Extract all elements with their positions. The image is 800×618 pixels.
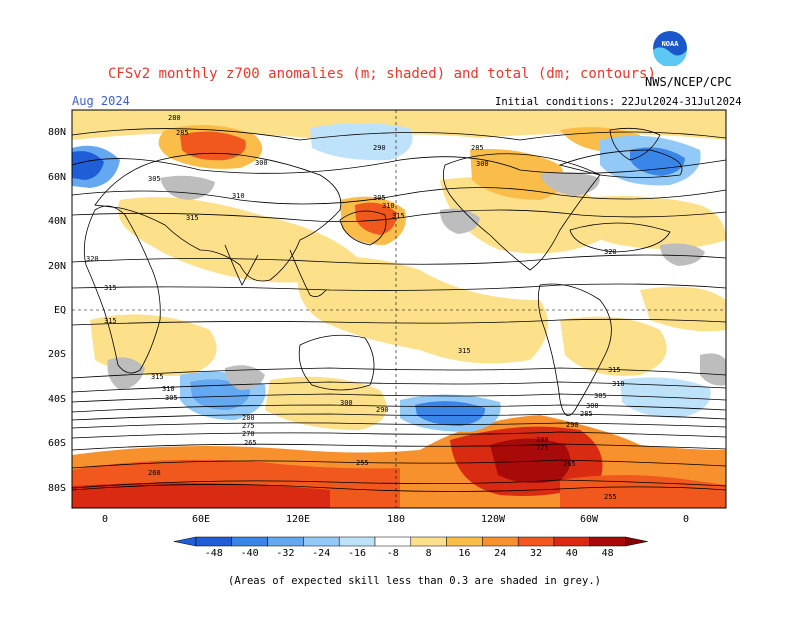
contour-label: 315: [392, 212, 405, 220]
colorbar-swatch: [267, 536, 304, 547]
colorbar-swatch: [446, 536, 483, 547]
colorbar-tick-label: 48: [602, 548, 614, 559]
colorbar-swatch: [338, 536, 376, 547]
lat-tick-label: 80S: [48, 483, 66, 494]
colorbar-tick-label: 32: [530, 548, 542, 559]
colorbar-tick-label: 16: [458, 548, 470, 559]
contour-label: 320: [604, 248, 617, 256]
latitude-axis: 80N 60N 40N 20N EQ 20S 40S 60S 80S: [48, 127, 66, 494]
contour-label: 300: [340, 399, 353, 407]
contour-label: 315: [186, 214, 199, 222]
contour-label: 315: [608, 366, 621, 374]
colorbar-swatch: [410, 536, 447, 547]
contour-label: 280: [168, 114, 181, 122]
contour-label: 305: [165, 394, 178, 402]
map-panel: 280 285 300 305 310 315 320 290 285 300 …: [72, 110, 726, 508]
contour-label: 265: [244, 439, 257, 447]
lat-tick-label: 20S: [48, 349, 66, 360]
skill-footnote: (Areas of expected skill less than 0.3 a…: [228, 575, 601, 587]
contour-label: 300: [586, 402, 599, 410]
contour-label: 280: [242, 414, 255, 422]
chart-title: CFSv2 monthly z700 anomalies (m; shaded)…: [108, 66, 656, 82]
colorbar-right-arrow: [625, 536, 648, 547]
colorbar-swatch: [553, 536, 591, 547]
contour-label: 255: [356, 459, 369, 467]
contour-label: 275: [242, 422, 255, 430]
contour-label: 305: [373, 194, 386, 202]
contour-label: 285: [580, 410, 593, 418]
contour-label: 285: [176, 129, 189, 137]
colorbar-swatch: [231, 536, 268, 547]
lon-tick-label: 120E: [286, 514, 310, 525]
map-frame: [71, 109, 727, 509]
lat-tick-label: 60N: [48, 172, 66, 183]
colorbar-tick-label: 40: [566, 548, 578, 559]
contour-label: 255: [604, 493, 617, 501]
colorbar-tick-label: 24: [494, 548, 506, 559]
lon-tick-label: 180: [387, 514, 405, 525]
contour-label: 270: [242, 430, 255, 438]
colorbar-tick-label: 8: [426, 548, 432, 559]
height-contours: [72, 128, 726, 489]
contour-label: 310: [162, 385, 175, 393]
contour-label: 315: [151, 373, 164, 381]
colorbar-swatch: [482, 536, 519, 547]
colorbar-tick-label: -48: [205, 548, 223, 559]
lat-tick-label: 60S: [48, 438, 66, 449]
contour-label: 260: [148, 469, 161, 477]
contour-label-group: 280 285 300 305 310 315 320 290 285 300 …: [86, 114, 625, 501]
colorbar-swatch: [517, 536, 555, 547]
lat-tick-label: 80N: [48, 127, 66, 138]
contour-label: 290: [373, 144, 386, 152]
contour-label: 315: [104, 317, 117, 325]
lon-tick-label: 0: [102, 514, 108, 525]
lon-tick-label: 0: [683, 514, 689, 525]
colorbar-left-arrow: [173, 536, 197, 547]
contour-label: 300: [476, 160, 489, 168]
contour-label: 275: [536, 444, 549, 452]
contour-label: 310: [232, 192, 245, 200]
colorbar-tick-label: -40: [241, 548, 259, 559]
lat-tick-label: EQ: [54, 305, 66, 316]
lat-tick-label: 40S: [48, 394, 66, 405]
contour-label: 290: [376, 406, 389, 414]
colorbar: -48 -40 -32 -24 -16 -8 8 16 24 32 40 48: [173, 536, 648, 559]
contour-label: 305: [148, 175, 161, 183]
contour-label: 285: [471, 144, 484, 152]
lon-tick-label: 60E: [192, 514, 210, 525]
longitude-axis: 0 60E 120E 180 120W 60W 0: [102, 514, 689, 525]
lon-tick-label: 120W: [481, 514, 506, 525]
contour-label: 320: [86, 255, 99, 263]
lat-tick-label: 40N: [48, 216, 66, 227]
colorbar-tick-label: -8: [387, 548, 399, 559]
colorbar-swatch: [589, 536, 626, 547]
contour-label: 290: [566, 421, 579, 429]
contour-label: 265: [563, 460, 576, 468]
initial-conditions: Initial conditions: 22Jul2024-31Jul2024: [495, 96, 742, 108]
forecast-month: Aug 2024: [72, 94, 130, 108]
colorbar-tick-label: -32: [276, 548, 294, 559]
contour-label: 310: [612, 380, 625, 388]
contour-label: 315: [458, 347, 471, 355]
lon-tick-label: 60W: [580, 514, 599, 525]
contour-label: 300: [255, 159, 268, 167]
coastlines: [72, 127, 726, 492]
contour-label: 305: [594, 392, 607, 400]
noaa-logo-icon: NOAA: [653, 31, 687, 66]
noaa-logo-text: NOAA: [662, 40, 680, 48]
contour-label: 315: [104, 284, 117, 292]
colorbar-tick-label: -16: [348, 548, 366, 559]
contour-label: 280: [536, 436, 549, 444]
contour-label: 310: [382, 202, 395, 210]
organization-label: NWS/NCEP/CPC: [645, 75, 732, 89]
colorbar-swatch: [195, 536, 233, 547]
lat-tick-label: 20N: [48, 261, 66, 272]
colorbar-tick-label: -24: [312, 548, 330, 559]
colorbar-swatch: [303, 536, 340, 547]
colorbar-swatch: [374, 536, 412, 547]
